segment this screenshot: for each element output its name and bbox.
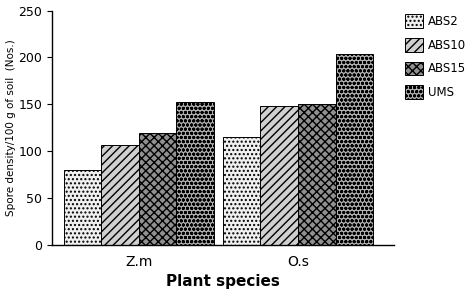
Bar — [64, 170, 101, 245]
Bar — [298, 104, 336, 245]
Y-axis label: Spore density/100 g of soil  (Nos.): Spore density/100 g of soil (Nos.) — [6, 40, 16, 216]
Bar — [176, 101, 214, 245]
Bar — [260, 106, 298, 245]
Legend: ABS2, ABS10, ABS15, UMS: ABS2, ABS10, ABS15, UMS — [403, 12, 468, 101]
Bar — [101, 145, 139, 245]
X-axis label: Plant species: Plant species — [166, 274, 280, 289]
Bar — [336, 54, 374, 245]
Bar — [223, 137, 260, 245]
Bar — [139, 134, 176, 245]
